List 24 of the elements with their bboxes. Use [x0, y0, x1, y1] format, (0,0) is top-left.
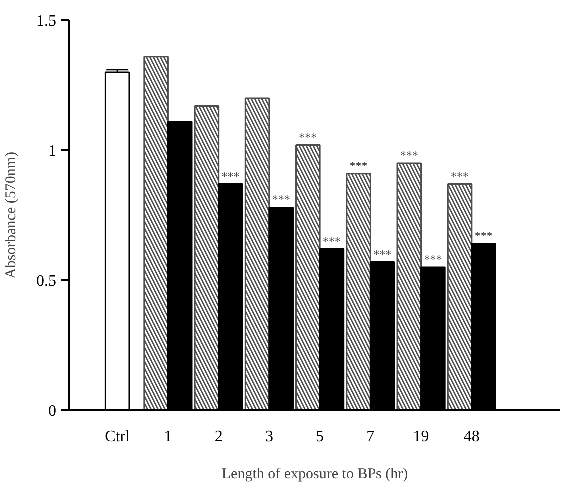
annotation: *** — [400, 148, 418, 162]
annotation: *** — [272, 192, 290, 207]
x-axis-title: Length of exposure to BPs (hr) — [222, 466, 408, 482]
y-tick-label: 1 — [48, 143, 56, 160]
x-tick-label: 7 — [366, 428, 375, 446]
annotation: *** — [222, 169, 240, 184]
y-axis-title: Absorbance (570nm) — [4, 152, 20, 280]
annotation: *** — [424, 252, 442, 266]
y-tick-label: 0.5 — [36, 273, 56, 290]
x-tick-label: 2 — [214, 428, 223, 446]
annotation: *** — [374, 247, 392, 262]
annotation: *** — [299, 130, 318, 144]
annotation: *** — [350, 158, 368, 173]
y-tick-label: 1.5 — [36, 13, 56, 30]
x-tick-label: 19 — [413, 428, 430, 446]
annotation: *** — [451, 169, 470, 184]
y-tick-label: 0 — [48, 403, 56, 420]
annotation: *** — [474, 229, 493, 244]
x-tick-label: Ctrl — [105, 428, 131, 446]
x-tick-label: 48 — [464, 428, 480, 446]
x-tick-label: 3 — [265, 428, 274, 446]
x-tick-label: 1 — [164, 428, 172, 446]
x-tick-label: 5 — [316, 428, 324, 446]
annotation: *** — [322, 234, 341, 248]
